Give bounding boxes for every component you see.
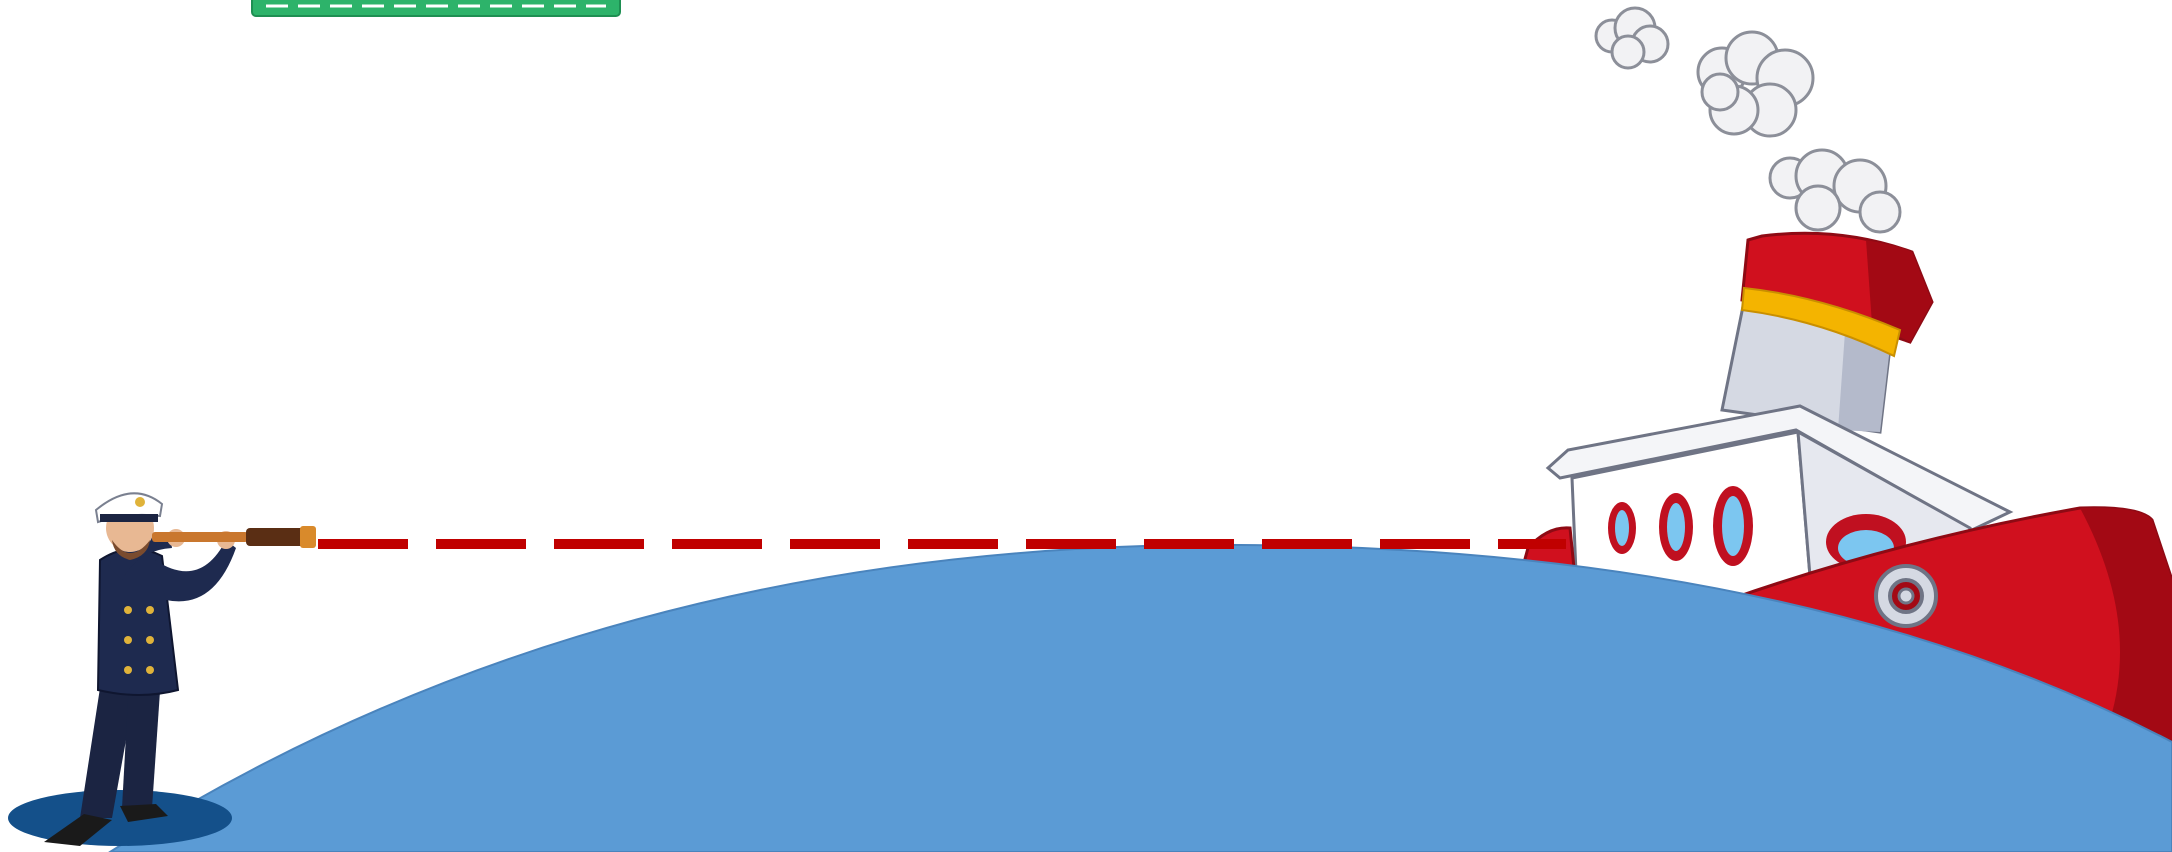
green-tag-shape xyxy=(251,0,621,17)
spyglass-icon xyxy=(152,526,316,548)
smoke-cloud-medium xyxy=(1696,30,1815,138)
smoke-icon xyxy=(1594,6,1902,234)
captain-shadow xyxy=(8,790,232,846)
smoke-cloud-small xyxy=(1594,6,1670,70)
anchor-icon xyxy=(1874,564,1938,628)
smoke-cloud-funnel xyxy=(1768,148,1902,234)
captain-icon xyxy=(44,492,236,846)
ship-icon xyxy=(1520,231,2172,742)
earth-curvature xyxy=(108,543,2172,852)
